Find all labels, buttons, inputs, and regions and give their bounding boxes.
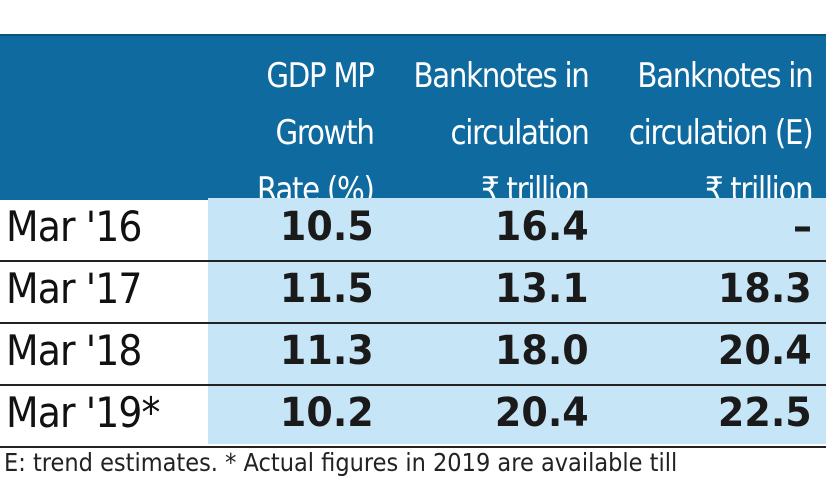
header-line: circulation <box>450 113 590 153</box>
table-row: Mar '16 10.5 16.4 – <box>0 198 826 262</box>
header-line: Banknotes in <box>636 56 813 96</box>
row-label: Mar '18 <box>6 326 142 375</box>
row-label: Mar '19* <box>6 388 160 437</box>
table-cell: 10.5 <box>280 204 374 250</box>
table-cell: 10.2 <box>280 390 374 436</box>
table-cell: 18.0 <box>495 328 589 374</box>
table-cell: 18.3 <box>718 266 812 312</box>
table-row: Mar '17 11.5 13.1 18.3 <box>0 260 826 324</box>
header-gdp: GDP MP Growth Rate (%) <box>257 48 376 219</box>
row-label: Mar '16 <box>6 202 142 251</box>
table-cell: – <box>793 204 812 250</box>
row-label: Mar '17 <box>6 264 142 313</box>
header-line: circulation (E) <box>628 113 814 153</box>
value-band <box>208 198 826 444</box>
header-banknotes-estimate: Banknotes in circulation (E) ₹ trillion <box>628 48 814 219</box>
table-cell: 11.3 <box>280 328 374 374</box>
header-line: Banknotes in <box>413 56 590 96</box>
table-cell: 20.4 <box>495 390 589 436</box>
table-cell: 22.5 <box>718 390 812 436</box>
table-cell: 20.4 <box>718 328 812 374</box>
table-row: Mar '19* 10.2 20.4 22.5 <box>0 384 826 448</box>
table-cell: 13.1 <box>495 266 589 312</box>
table-cell: 16.4 <box>495 204 589 250</box>
footnote: E: trend estimates. * Actual figures in … <box>4 448 678 477</box>
header-line: Growth <box>275 113 375 153</box>
header-line: GDP MP <box>266 56 376 96</box>
table-row: Mar '18 11.3 18.0 20.4 <box>0 322 826 386</box>
header-banknotes: Banknotes in circulation ₹ trillion <box>413 48 590 219</box>
table-header: GDP MP Growth Rate (%) Banknotes in circ… <box>0 34 826 210</box>
table-cell: 11.5 <box>280 266 374 312</box>
